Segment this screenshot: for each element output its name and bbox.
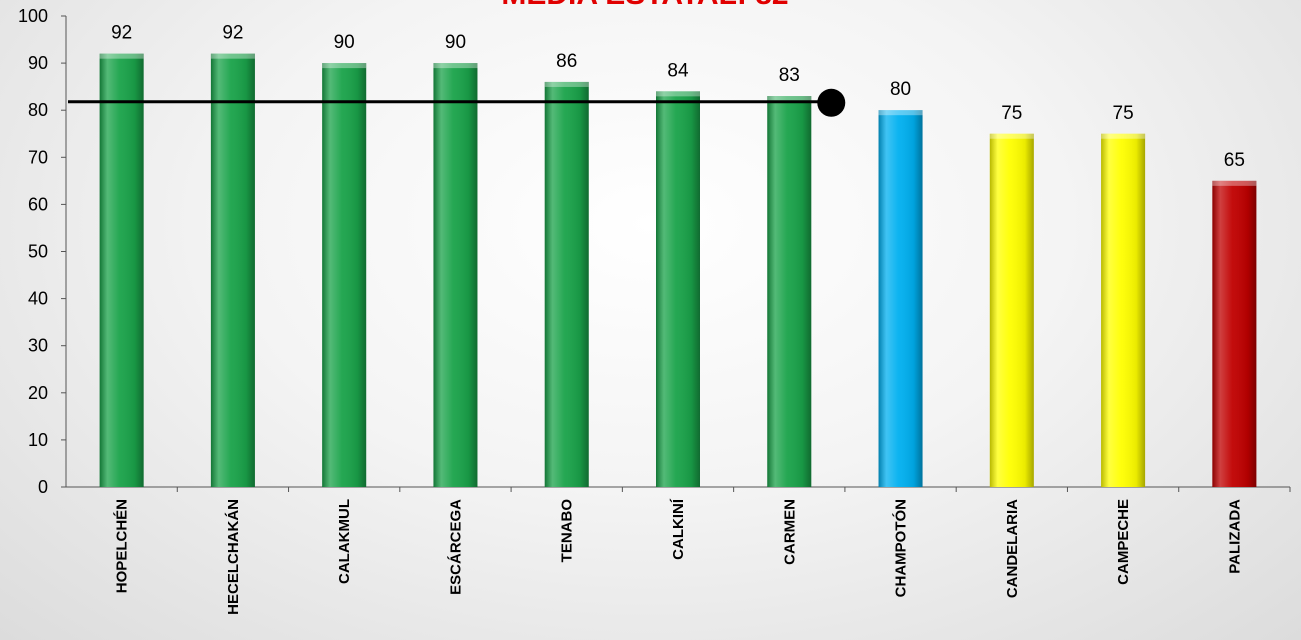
bar-top-highlight <box>99 53 144 59</box>
y-tick-label: 50 <box>28 242 48 262</box>
y-tick-label: 0 <box>38 477 48 497</box>
bar-shading <box>656 91 700 488</box>
y-tick-label: 30 <box>28 336 48 356</box>
data-label: 75 <box>1113 103 1134 124</box>
data-label: 92 <box>222 23 243 44</box>
data-label: 92 <box>111 23 132 44</box>
category-label: CARMEN <box>781 499 798 565</box>
category-label: CANDELARIA <box>1004 499 1021 598</box>
bar-shading <box>989 133 1034 487</box>
category-label: TENABO <box>559 499 576 563</box>
bar <box>433 63 478 487</box>
bar <box>878 110 923 487</box>
bar <box>1212 180 1257 487</box>
bar <box>656 91 700 488</box>
bar <box>99 53 144 488</box>
y-tick-label: 60 <box>28 194 48 214</box>
data-label: 83 <box>779 65 800 86</box>
y-tick-label: 100 <box>18 6 48 26</box>
bar <box>1101 133 1146 487</box>
bar <box>544 81 589 487</box>
bar-top-highlight <box>210 53 255 59</box>
reference-line-marker <box>817 88 846 117</box>
data-label: 90 <box>445 32 466 53</box>
data-label: 75 <box>1001 103 1022 124</box>
bar <box>210 53 255 488</box>
y-tick-label: 10 <box>28 430 48 450</box>
data-label: 80 <box>890 79 911 100</box>
data-label: 90 <box>334 32 355 53</box>
bar-shading <box>210 53 255 488</box>
bar-shading <box>767 96 812 487</box>
data-label: 84 <box>667 60 689 81</box>
bar-top-highlight <box>544 81 589 87</box>
bar-top-highlight <box>989 133 1034 139</box>
category-label: CHAMPOTÓN <box>892 499 910 597</box>
bar-shading <box>1101 133 1146 487</box>
y-tick-label: 70 <box>28 147 48 167</box>
bar-shading <box>544 81 589 487</box>
bar-top-highlight <box>322 63 367 69</box>
bar-top-highlight <box>433 63 478 69</box>
category-label: CALKINÍ <box>670 498 687 560</box>
y-tick-label: 40 <box>28 289 48 309</box>
bar-shading <box>1212 180 1257 487</box>
data-label: 65 <box>1224 150 1245 171</box>
bar <box>989 133 1034 487</box>
bar-shading <box>878 110 923 487</box>
category-label: PALIZADA <box>1226 499 1243 574</box>
category-label: CAMPECHE <box>1115 499 1132 585</box>
data-label: 86 <box>556 51 577 72</box>
category-label: ESCÁRCEGA <box>447 499 464 595</box>
bar-shading <box>433 63 478 487</box>
bar-top-highlight <box>767 96 812 102</box>
bar-top-highlight <box>878 110 923 116</box>
y-tick-label: 90 <box>28 53 48 73</box>
bar-top-highlight <box>1101 133 1146 139</box>
bar-shading <box>322 63 367 487</box>
bar <box>767 96 812 487</box>
bar-top-highlight <box>1212 180 1257 186</box>
y-tick-label: 20 <box>28 383 48 403</box>
category-label: HECELCHAKÁN <box>225 499 242 615</box>
y-tick-label: 80 <box>28 100 48 120</box>
chart-title: MEDIA ESTATAL: 82 <box>501 0 788 11</box>
category-label: HOPELCHÉN <box>114 499 131 593</box>
bar-shading <box>99 53 144 488</box>
bar-top-highlight <box>656 91 700 97</box>
bar <box>322 63 367 487</box>
category-label: CALAKMUL <box>336 499 353 584</box>
